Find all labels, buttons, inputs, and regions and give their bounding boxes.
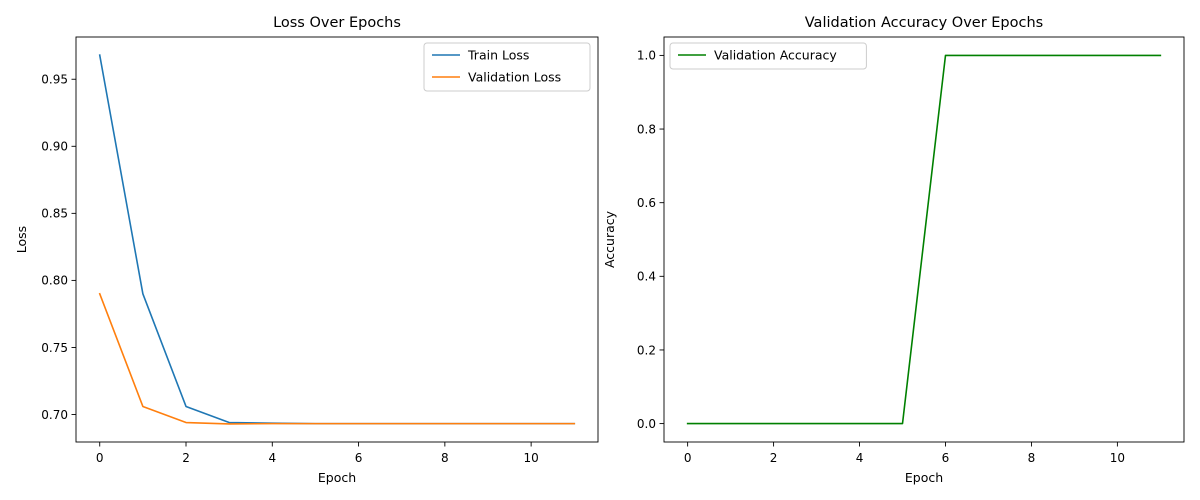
- series-line-1: [686, 54, 1162, 425]
- y-axis-label: Loss: [14, 226, 29, 253]
- legend: Validation Accuracy: [669, 42, 867, 70]
- x-tick-label: 0: [684, 451, 692, 465]
- x-tick-label: 6: [355, 451, 363, 465]
- legend-label: Train Loss: [467, 48, 529, 63]
- y-tick-label: 0.0: [637, 417, 656, 431]
- y-tick-label: 0.2: [637, 343, 656, 357]
- x-tick-label: 6: [942, 451, 950, 465]
- y-axis-label: Accuracy: [602, 210, 617, 268]
- legend-box: [423, 42, 591, 92]
- x-axis-label: Epoch: [905, 470, 943, 485]
- series-line-1: [98, 54, 576, 425]
- chart-title: Validation Accuracy Over Epochs: [805, 15, 1043, 31]
- series-lines: [686, 54, 1162, 425]
- y-tick-label: 0.4: [637, 270, 656, 284]
- y-tick-label: 0.75: [41, 341, 68, 355]
- x-axis-label: Epoch: [318, 470, 356, 485]
- y-tick-label: 0.85: [41, 207, 68, 221]
- x-tick-label: 2: [182, 451, 190, 465]
- x-tick-label: 10: [1110, 451, 1125, 465]
- legend: Train Loss Validation Loss: [423, 42, 591, 92]
- y-tick-label: 1.0: [637, 49, 656, 63]
- series-lines: [98, 54, 576, 425]
- y-tick-label: 0.90: [41, 140, 68, 154]
- axes-frame: [75, 36, 599, 443]
- y-tick-label: 0.6: [637, 196, 656, 210]
- x-tick-label: 8: [441, 451, 449, 465]
- chart-2: 0 2 4 6 8 10 0.0 0.2 0.4 0.6 0.8 1.0 Validation Accu…: [602, 15, 1185, 485]
- chart-title: Loss Over Epochs: [273, 15, 401, 31]
- x-tick-label: 0: [96, 451, 104, 465]
- x-tick-label: 8: [1028, 451, 1036, 465]
- legend-label: Validation Accuracy: [714, 48, 837, 63]
- x-tick-label: 4: [856, 451, 864, 465]
- y-tick-label: 0.8: [637, 122, 656, 136]
- y-tick-label: 0.70: [41, 408, 68, 422]
- legend-box: [669, 42, 867, 70]
- series-line-2: [98, 292, 576, 425]
- y-tick-label: 0.80: [41, 274, 68, 288]
- axes-frame: [663, 36, 1185, 443]
- legend-label: Validation Loss: [468, 70, 561, 85]
- chart-1: 0 2 4 6 8 10 0.70 0.75 0.80 0.85 0.90 0.95 Loss Over…: [14, 15, 599, 485]
- x-tick-label: 10: [523, 451, 538, 465]
- x-tick-label: 4: [268, 451, 276, 465]
- y-tick-label: 0.95: [41, 73, 68, 87]
- x-tick-label: 2: [770, 451, 778, 465]
